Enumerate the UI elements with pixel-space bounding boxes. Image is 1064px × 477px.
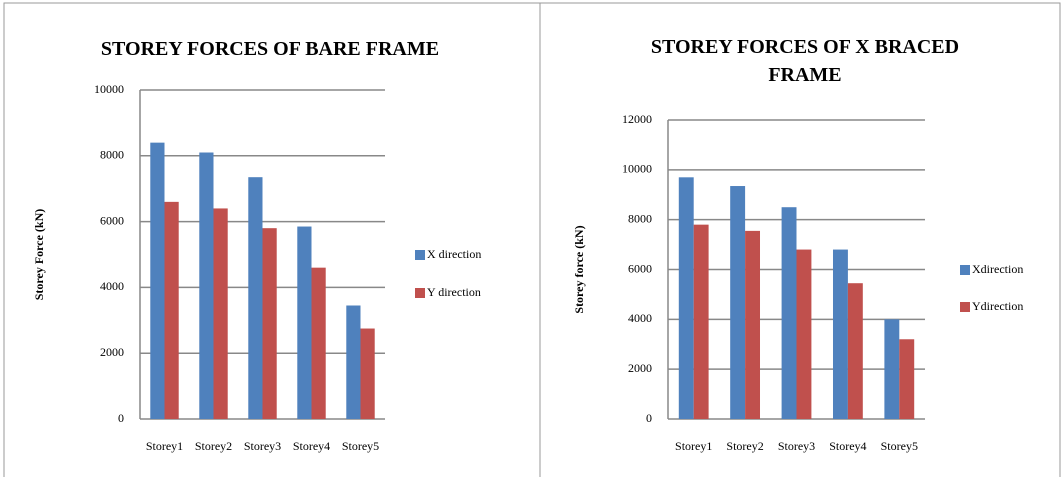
bar [796,249,812,419]
bar [884,319,900,419]
y-axis-label: Storey Force (kN) [32,209,46,301]
bar [832,249,848,419]
bar [297,226,312,419]
legend-swatch [415,250,425,260]
y-tick-label: 12000 [622,112,652,126]
legend-label: Ydirection [972,299,1023,313]
bar [213,208,228,419]
x-tick-label: Storey3 [778,439,815,453]
bar [781,207,797,419]
x-tick-label: Storey4 [829,439,866,453]
chart-title: STOREY FORCES OF BARE FRAME [100,38,440,60]
x-tick-label: Storey1 [675,439,712,453]
x-tick-label: Storey2 [195,439,232,453]
bar [199,152,214,419]
x-tick-label: Storey4 [293,439,330,453]
y-axis-label: Storey force (kN) [572,225,586,313]
y-tick-label: 8000 [628,211,652,225]
legend-label: Xdirection [972,262,1023,276]
bar [150,142,165,419]
bar [346,305,361,419]
bar [899,339,915,419]
x-tick-label: Storey2 [726,439,763,453]
legend-swatch [415,288,425,298]
legend-label: Y direction [427,285,481,299]
legend-swatch [960,265,970,275]
bar [730,186,746,419]
x-tick-label: Storey5 [342,439,379,453]
bar [262,228,277,419]
y-tick-label: 4000 [100,279,124,293]
legend-swatch [960,302,970,312]
x-tick-label: Storey5 [881,439,918,453]
y-tick-label: 10000 [622,162,652,176]
y-tick-label: 2000 [628,361,652,375]
bar [847,283,863,419]
bar [693,224,709,419]
bar [745,230,761,419]
y-tick-label: 0 [646,411,652,425]
x-tick-label: Storey3 [244,439,281,453]
bar [311,267,326,419]
y-tick-label: 4000 [628,311,652,325]
x-tick-label: Storey1 [146,439,183,453]
bar [164,201,179,419]
chart-title: STOREY FORCES OF X BRACED FRAME [650,36,960,86]
bar [248,177,263,419]
y-tick-label: 0 [118,411,124,425]
y-tick-label: 2000 [100,345,124,359]
y-tick-label: 6000 [628,261,652,275]
y-tick-label: 10000 [94,82,124,96]
bar [360,328,375,419]
legend-label: X direction [427,247,481,261]
bar [678,177,694,419]
y-tick-label: 8000 [100,148,124,162]
y-tick-label: 6000 [100,213,124,227]
frame [3,2,1061,477]
